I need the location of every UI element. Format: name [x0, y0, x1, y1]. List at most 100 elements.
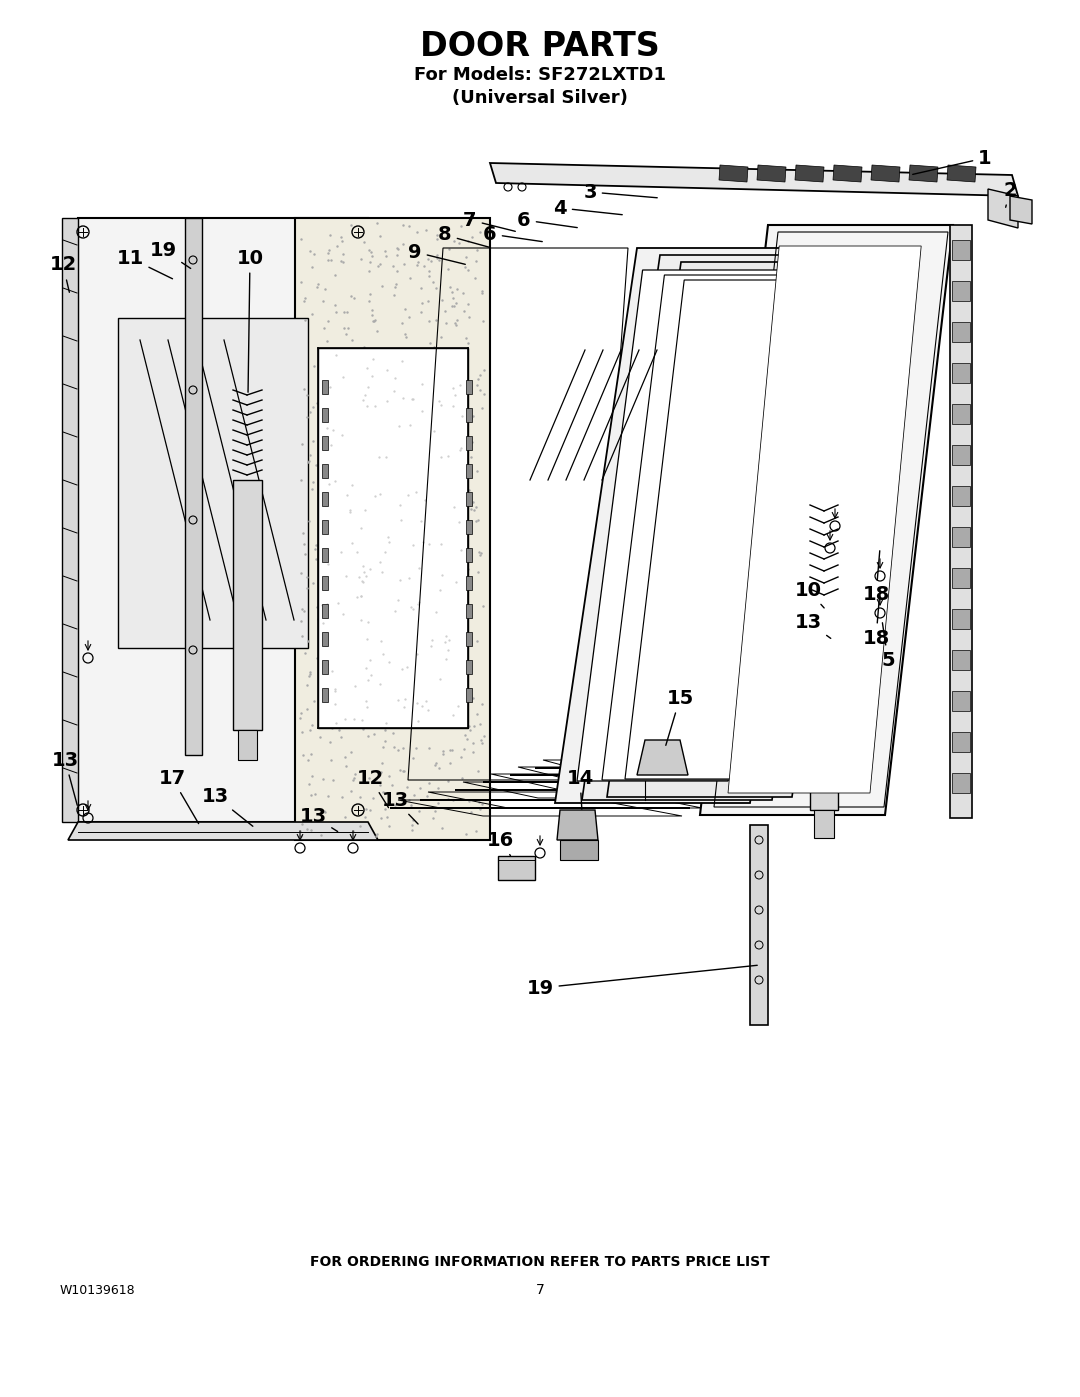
Polygon shape — [322, 380, 328, 394]
Text: W10139618: W10139618 — [60, 1284, 136, 1296]
Text: 4: 4 — [553, 198, 622, 218]
Text: For Models: SF272LXTD1: For Models: SF272LXTD1 — [414, 66, 666, 84]
Polygon shape — [465, 576, 472, 590]
Text: 6: 6 — [483, 225, 542, 243]
Polygon shape — [582, 256, 850, 800]
Text: 9: 9 — [408, 243, 465, 264]
Polygon shape — [951, 321, 970, 342]
Polygon shape — [951, 569, 970, 588]
Polygon shape — [238, 731, 257, 760]
Polygon shape — [810, 599, 838, 810]
Text: 13: 13 — [52, 750, 79, 805]
Polygon shape — [465, 631, 472, 645]
Polygon shape — [833, 165, 862, 182]
Text: 8: 8 — [438, 225, 489, 247]
Polygon shape — [465, 492, 472, 506]
Text: 11: 11 — [117, 249, 173, 279]
Text: 10: 10 — [795, 581, 824, 608]
Text: 19: 19 — [149, 240, 191, 268]
Polygon shape — [318, 348, 468, 728]
Polygon shape — [233, 481, 262, 731]
Text: 10: 10 — [237, 249, 264, 393]
Polygon shape — [322, 687, 328, 703]
Polygon shape — [561, 840, 598, 861]
Text: 13: 13 — [381, 791, 418, 824]
Text: DOOR PARTS: DOOR PARTS — [420, 31, 660, 63]
Polygon shape — [988, 189, 1018, 228]
Polygon shape — [951, 446, 970, 465]
Polygon shape — [498, 856, 535, 880]
Text: 1: 1 — [913, 148, 991, 175]
Polygon shape — [322, 576, 328, 590]
Polygon shape — [490, 163, 1018, 196]
Polygon shape — [757, 165, 786, 182]
Polygon shape — [602, 275, 814, 780]
Text: 5: 5 — [881, 623, 895, 669]
Polygon shape — [700, 225, 953, 814]
Polygon shape — [322, 548, 328, 562]
Polygon shape — [625, 279, 833, 780]
Polygon shape — [951, 732, 970, 752]
Polygon shape — [951, 609, 970, 629]
Text: 13: 13 — [299, 806, 338, 831]
Polygon shape — [607, 263, 866, 798]
Polygon shape — [557, 810, 598, 840]
Text: FOR ORDERING INFORMATION REFER TO PARTS PRICE LIST: FOR ORDERING INFORMATION REFER TO PARTS … — [310, 1255, 770, 1268]
Polygon shape — [795, 165, 824, 182]
Text: 19: 19 — [526, 965, 757, 997]
Text: 3: 3 — [583, 183, 658, 201]
Text: 12: 12 — [356, 768, 389, 807]
Text: 6: 6 — [517, 211, 577, 229]
Polygon shape — [322, 631, 328, 645]
Polygon shape — [465, 659, 472, 673]
Text: 7: 7 — [463, 211, 515, 232]
Polygon shape — [730, 256, 909, 785]
Polygon shape — [78, 218, 368, 821]
Polygon shape — [465, 464, 472, 478]
Polygon shape — [465, 604, 472, 617]
Text: (Universal Silver): (Universal Silver) — [453, 89, 627, 108]
Polygon shape — [322, 464, 328, 478]
Polygon shape — [1010, 196, 1032, 224]
Polygon shape — [951, 281, 970, 300]
Polygon shape — [465, 408, 472, 422]
Text: 13: 13 — [795, 612, 831, 638]
Polygon shape — [322, 520, 328, 534]
Polygon shape — [322, 659, 328, 673]
Polygon shape — [719, 165, 748, 182]
Polygon shape — [322, 436, 328, 450]
Polygon shape — [951, 486, 970, 506]
Polygon shape — [62, 218, 78, 821]
Polygon shape — [118, 319, 308, 648]
Polygon shape — [951, 363, 970, 383]
Polygon shape — [465, 520, 472, 534]
Text: 15: 15 — [665, 689, 693, 746]
Polygon shape — [555, 249, 832, 803]
Polygon shape — [185, 218, 202, 754]
Polygon shape — [465, 380, 472, 394]
Polygon shape — [951, 527, 970, 548]
Polygon shape — [951, 692, 970, 711]
Polygon shape — [950, 225, 972, 819]
Text: 13: 13 — [202, 787, 253, 826]
Polygon shape — [951, 773, 970, 793]
Polygon shape — [295, 218, 490, 840]
Polygon shape — [465, 548, 472, 562]
Text: 12: 12 — [50, 256, 77, 292]
Polygon shape — [322, 492, 328, 506]
Polygon shape — [909, 165, 939, 182]
Polygon shape — [465, 436, 472, 450]
Polygon shape — [68, 821, 378, 840]
Polygon shape — [870, 165, 900, 182]
Polygon shape — [728, 246, 921, 793]
Polygon shape — [951, 240, 970, 260]
Text: 18: 18 — [862, 550, 890, 605]
Polygon shape — [637, 740, 688, 775]
Polygon shape — [750, 826, 768, 1025]
Text: 2: 2 — [1003, 180, 1016, 207]
Polygon shape — [951, 650, 970, 671]
Text: 17: 17 — [159, 768, 199, 824]
Text: 16: 16 — [486, 830, 514, 856]
Polygon shape — [322, 408, 328, 422]
Polygon shape — [947, 165, 976, 182]
